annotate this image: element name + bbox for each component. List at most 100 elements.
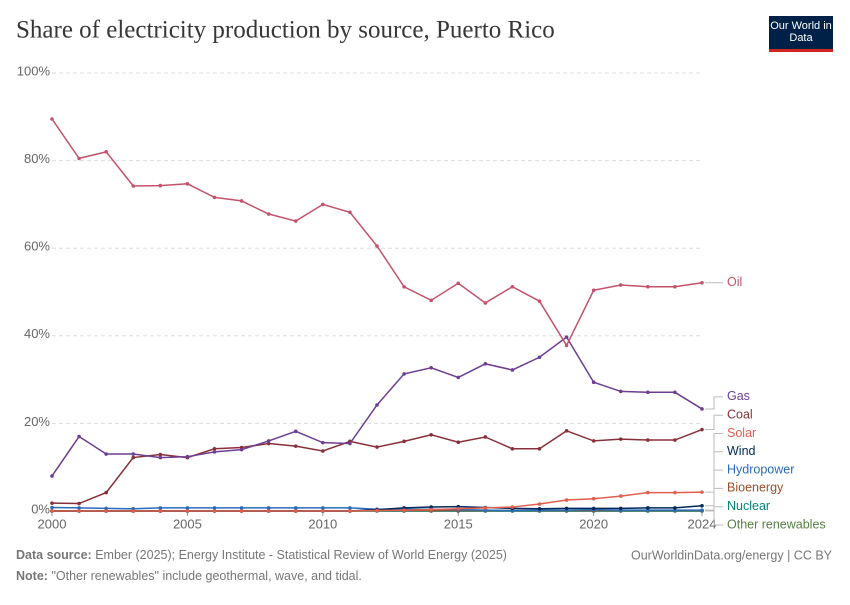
point: [673, 391, 677, 395]
point: [77, 157, 81, 161]
point: [456, 440, 460, 444]
point: [700, 428, 704, 432]
point: [592, 439, 596, 443]
point: [429, 508, 433, 512]
point: [267, 509, 271, 513]
point: [646, 491, 650, 495]
point: [673, 285, 677, 289]
point: [294, 429, 298, 433]
source: Data source: Ember (2025); Energy Instit…: [16, 548, 507, 562]
point: [348, 506, 352, 510]
point: [267, 506, 271, 510]
point: [348, 210, 352, 214]
x-tick-label: 2024: [688, 516, 717, 531]
point: [429, 433, 433, 437]
point: [484, 362, 488, 366]
point: [429, 366, 433, 370]
point: [50, 506, 54, 510]
point: [240, 199, 244, 203]
point: [619, 437, 623, 441]
label-connector: [705, 415, 723, 429]
point: [592, 497, 596, 501]
point: [700, 490, 704, 494]
point: [321, 506, 325, 510]
point: [213, 450, 217, 454]
point: [429, 299, 433, 303]
point: [456, 376, 460, 380]
point: [538, 447, 542, 451]
point: [104, 150, 108, 154]
point: [213, 196, 217, 200]
point: [646, 506, 650, 510]
point: [402, 285, 406, 289]
legend-label: Gas: [727, 389, 750, 403]
point: [267, 439, 271, 443]
point: [131, 184, 135, 188]
point: [673, 506, 677, 510]
point: [646, 391, 650, 395]
point: [159, 509, 163, 513]
point: [104, 491, 108, 495]
legend-label: Coal: [727, 407, 753, 421]
point: [104, 452, 108, 456]
y-tick-label: 20%: [24, 414, 50, 429]
point: [402, 440, 406, 444]
point: [619, 507, 623, 511]
point: [592, 288, 596, 292]
point: [592, 507, 596, 511]
point: [321, 441, 325, 445]
point: [619, 494, 623, 498]
point: [484, 301, 488, 305]
point: [77, 509, 81, 513]
x-tick-label: 2015: [444, 516, 473, 531]
point: [511, 447, 515, 451]
y-tick-label: 0%: [31, 501, 50, 516]
point: [240, 506, 244, 510]
x-tick-label: 2005: [173, 516, 202, 531]
note: Note: "Other renewables" include geother…: [16, 569, 362, 583]
point: [186, 506, 190, 510]
point: [619, 390, 623, 394]
series-line: [52, 119, 702, 345]
note-label: Note:: [16, 569, 48, 583]
point: [77, 435, 81, 439]
label-connector: [705, 397, 723, 409]
point: [646, 285, 650, 289]
point: [700, 281, 704, 285]
point: [565, 498, 569, 502]
point: [456, 507, 460, 511]
point: [592, 380, 596, 384]
legend-label: Bioenergy: [727, 481, 784, 495]
y-tick-label: 40%: [24, 326, 50, 341]
point: [538, 299, 542, 303]
point: [565, 507, 569, 511]
x-tick-label: 2010: [308, 516, 337, 531]
point: [213, 447, 217, 451]
legend-label: Other renewables: [727, 517, 826, 531]
point: [646, 438, 650, 442]
point: [213, 509, 217, 513]
point: [565, 429, 569, 433]
chart-title: Share of electricity production by sourc…: [16, 17, 555, 44]
point: [186, 182, 190, 186]
point: [538, 507, 542, 511]
point: [538, 502, 542, 506]
point: [294, 444, 298, 448]
point: [321, 509, 325, 513]
x-tick-label: 2000: [38, 516, 67, 531]
point: [294, 509, 298, 513]
point: [511, 368, 515, 372]
y-tick-label: 60%: [24, 239, 50, 254]
point: [159, 456, 163, 460]
note-text: "Other renewables" include geothermal, w…: [51, 569, 361, 583]
legend-label: Oil: [727, 275, 742, 289]
point: [104, 509, 108, 513]
y-tick-label: 80%: [24, 151, 50, 166]
point: [159, 506, 163, 510]
point: [375, 445, 379, 449]
point: [348, 442, 352, 446]
logo-bar: [769, 49, 833, 52]
point: [267, 212, 271, 216]
point: [131, 456, 135, 460]
logo-text-box: Our World in Data: [769, 16, 833, 49]
